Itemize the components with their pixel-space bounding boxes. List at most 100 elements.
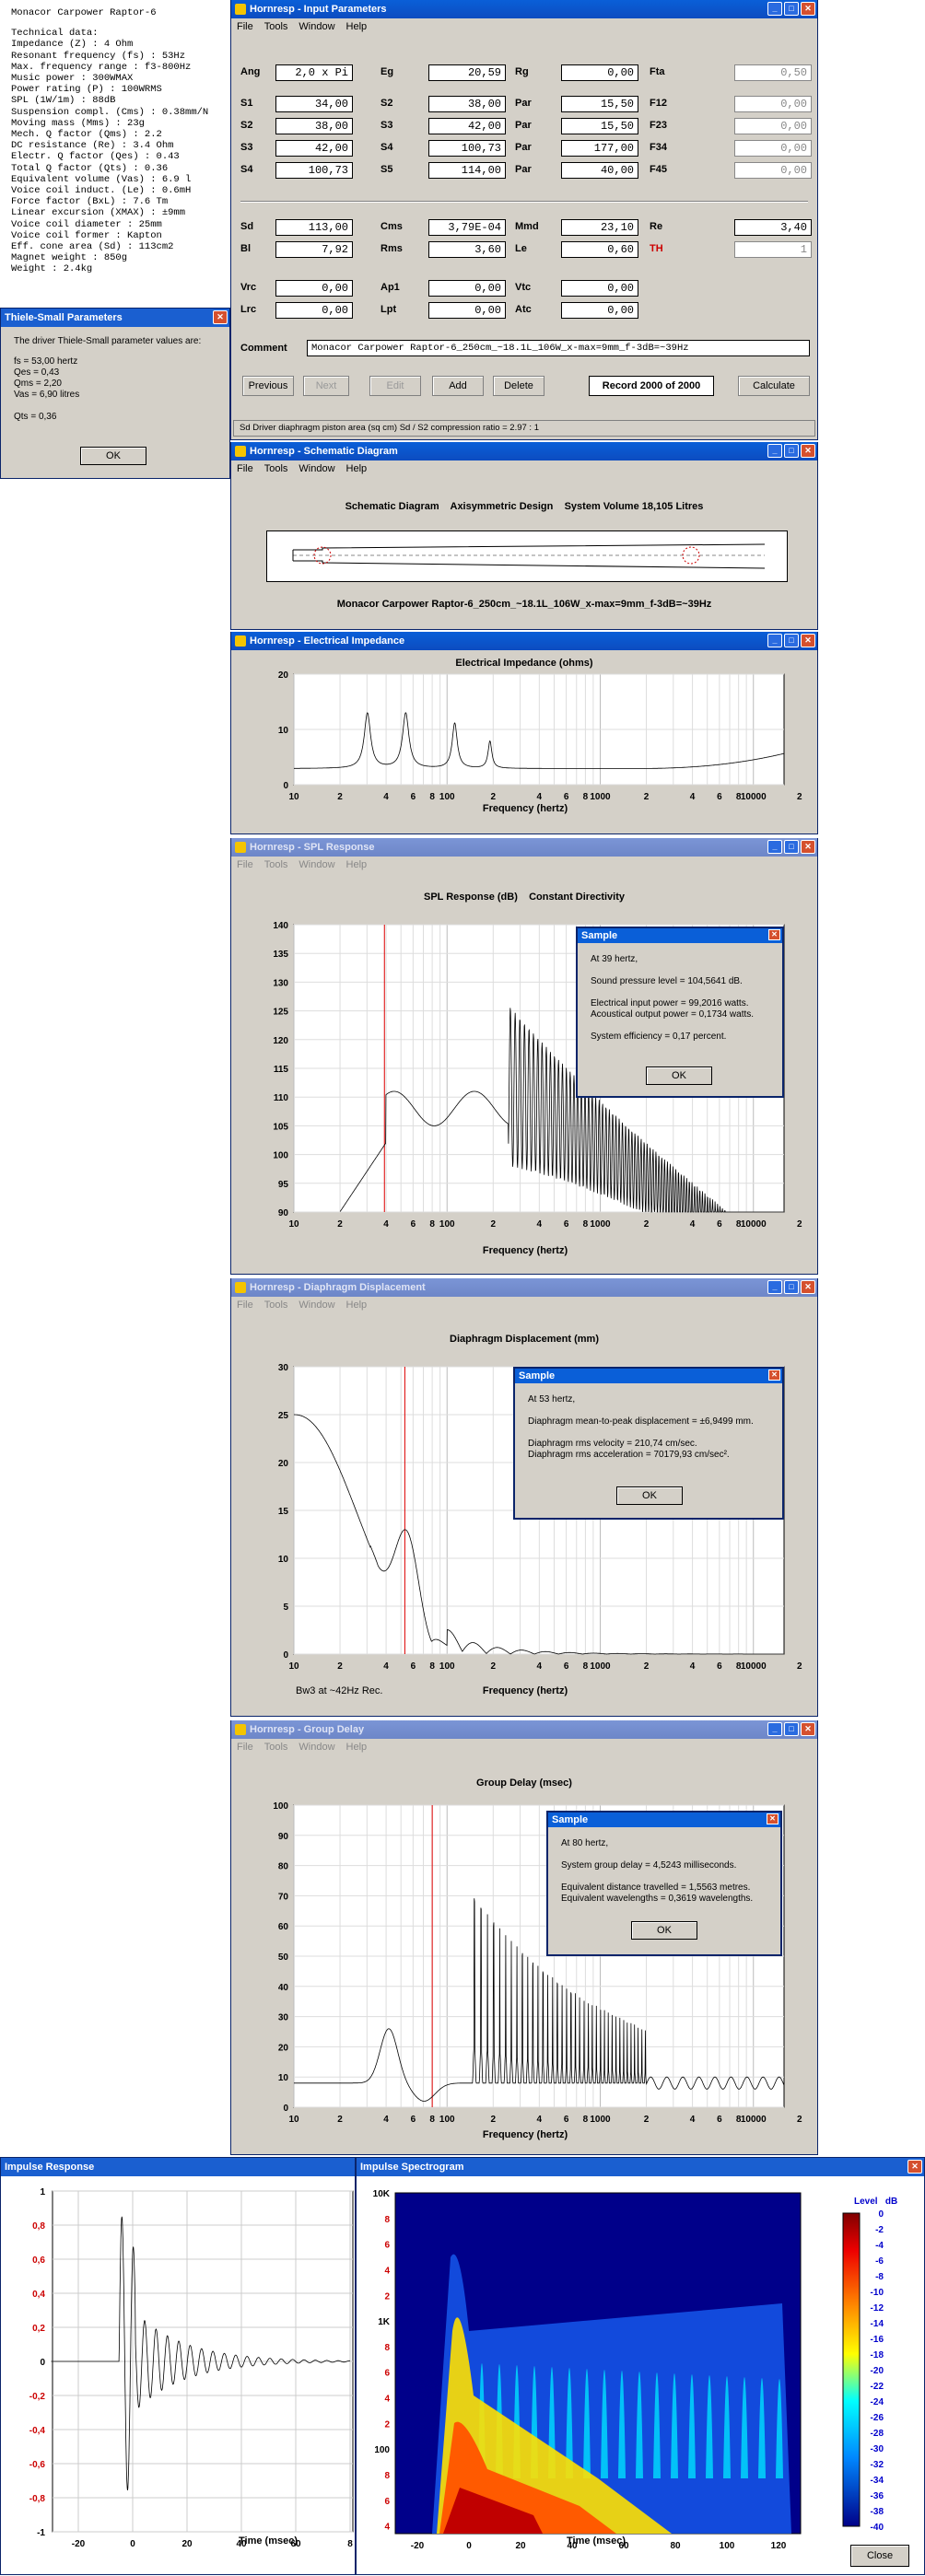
param-field[interactable]: 23,10 xyxy=(561,219,638,236)
param-field[interactable]: 0,50 xyxy=(734,64,812,81)
spectro-close-button[interactable]: Close xyxy=(850,2545,909,2567)
impulse-titlebar[interactable]: Impulse Response xyxy=(1,2158,355,2176)
menu-help[interactable]: Help xyxy=(345,1742,368,1753)
sample-ok-button[interactable]: OK xyxy=(616,1486,683,1505)
close-icon[interactable]: ✕ xyxy=(907,2160,922,2174)
param-field[interactable]: 15,50 xyxy=(561,96,638,112)
input-titlebar[interactable]: Hornresp - Input Parameters _ □ ✕ xyxy=(231,0,817,18)
param-field[interactable]: 113,00 xyxy=(275,219,353,236)
param-field[interactable]: 100,73 xyxy=(428,140,506,157)
gd-titlebar[interactable]: Hornresp - Group Delay _ □ ✕ xyxy=(231,1720,817,1739)
previous-button[interactable]: Previous xyxy=(242,376,294,396)
minimize-icon[interactable]: _ xyxy=(767,444,782,458)
close-icon[interactable]: ✕ xyxy=(801,1722,815,1736)
close-icon[interactable]: ✕ xyxy=(801,2,815,16)
maximize-icon[interactable]: □ xyxy=(784,1280,799,1294)
maximize-icon[interactable]: □ xyxy=(784,1722,799,1736)
param-field[interactable]: 3,60 xyxy=(428,241,506,258)
delete-button[interactable]: Delete xyxy=(493,376,544,396)
menu-help[interactable]: Help xyxy=(345,859,368,870)
param-field[interactable]: 42,00 xyxy=(428,118,506,134)
param-field[interactable]: 2,0 x Pi xyxy=(275,64,353,81)
maximize-icon[interactable]: □ xyxy=(784,634,799,647)
sample-ok-button[interactable]: OK xyxy=(631,1921,697,1940)
menu-file[interactable]: File xyxy=(237,1300,253,1311)
param-field[interactable]: 0,00 xyxy=(734,140,812,157)
sample-ok-button[interactable]: OK xyxy=(646,1067,712,1085)
param-field[interactable]: 177,00 xyxy=(561,140,638,157)
param-field[interactable]: 0,00 xyxy=(734,162,812,179)
close-icon[interactable]: ✕ xyxy=(801,444,815,458)
param-field[interactable]: 114,00 xyxy=(428,162,506,179)
minimize-icon[interactable]: _ xyxy=(767,1280,782,1294)
menu-window[interactable]: Window xyxy=(299,1300,335,1311)
close-icon[interactable]: ✕ xyxy=(801,840,815,854)
param-field[interactable]: 0,00 xyxy=(428,302,506,319)
close-icon[interactable]: ✕ xyxy=(768,929,780,940)
menu-help[interactable]: Help xyxy=(345,1300,368,1311)
param-field[interactable]: 0,00 xyxy=(734,96,812,112)
menu-file[interactable]: File xyxy=(237,859,253,870)
ts-titlebar[interactable]: Thiele-Small Parameters ✕ xyxy=(1,309,229,327)
menu-file[interactable]: File xyxy=(237,463,253,474)
maximize-icon[interactable]: □ xyxy=(784,2,799,16)
menu-window[interactable]: Window xyxy=(299,21,335,32)
param-field[interactable]: 34,00 xyxy=(275,96,353,112)
menu-window[interactable]: Window xyxy=(299,463,335,474)
maximize-icon[interactable]: □ xyxy=(784,840,799,854)
param-field[interactable]: 0,60 xyxy=(561,241,638,258)
param-field[interactable]: 0,00 xyxy=(561,64,638,81)
close-icon[interactable]: ✕ xyxy=(801,1280,815,1294)
param-field[interactable]: 0,00 xyxy=(428,280,506,297)
close-icon[interactable]: ✕ xyxy=(213,310,228,324)
impedance-titlebar[interactable]: Hornresp - Electrical Impedance _ □ ✕ xyxy=(231,632,817,650)
next-button[interactable]: Next xyxy=(303,376,349,396)
add-button[interactable]: Add xyxy=(432,376,484,396)
param-field[interactable]: 42,00 xyxy=(275,140,353,157)
menu-file[interactable]: File xyxy=(237,1742,253,1753)
spectro-titlebar[interactable]: Impulse Spectrogram ✕ xyxy=(357,2158,924,2176)
menu-file[interactable]: File xyxy=(237,21,253,32)
close-icon[interactable]: ✕ xyxy=(801,634,815,647)
calculate-button[interactable]: Calculate xyxy=(738,376,810,396)
param-field[interactable]: 20,59 xyxy=(428,64,506,81)
menu-tools[interactable]: Tools xyxy=(263,463,288,474)
minimize-icon[interactable]: _ xyxy=(767,1722,782,1736)
minimize-icon[interactable]: _ xyxy=(767,634,782,647)
minimize-icon[interactable]: _ xyxy=(767,2,782,16)
close-icon[interactable]: ✕ xyxy=(767,1813,779,1824)
ts-ok-button[interactable]: OK xyxy=(80,447,146,465)
menu-window[interactable]: Window xyxy=(299,1742,335,1753)
menu-tools[interactable]: Tools xyxy=(263,1300,288,1311)
maximize-icon[interactable]: □ xyxy=(784,444,799,458)
param-field[interactable]: 100,73 xyxy=(275,162,353,179)
menu-help[interactable]: Help xyxy=(345,463,368,474)
menu-tools[interactable]: Tools xyxy=(263,859,288,870)
param-field[interactable]: 1 xyxy=(734,241,812,258)
param-field[interactable]: 0,00 xyxy=(561,302,638,319)
comment-field[interactable]: Monacor Carpower Raptor-6_250cm_~18.1L_1… xyxy=(307,340,810,356)
y-tick-label: 40 xyxy=(278,1983,289,1993)
param-field[interactable]: 38,00 xyxy=(428,96,506,112)
param-field[interactable]: 40,00 xyxy=(561,162,638,179)
param-field[interactable]: 3,79E-04 xyxy=(428,219,506,236)
param-field[interactable]: 0,00 xyxy=(275,302,353,319)
menu-tools[interactable]: Tools xyxy=(263,1742,288,1753)
menu-help[interactable]: Help xyxy=(345,21,368,32)
y-tick-label: 70 xyxy=(278,1892,289,1902)
param-field[interactable]: 0,00 xyxy=(734,118,812,134)
spl-titlebar[interactable]: Hornresp - SPL Response _ □ ✕ xyxy=(231,838,817,857)
param-field[interactable]: 7,92 xyxy=(275,241,353,258)
menu-window[interactable]: Window xyxy=(299,859,335,870)
close-icon[interactable]: ✕ xyxy=(768,1370,780,1381)
param-field[interactable]: 38,00 xyxy=(275,118,353,134)
param-field[interactable]: 3,40 xyxy=(734,219,812,236)
param-field[interactable]: 0,00 xyxy=(275,280,353,297)
disp-titlebar[interactable]: Hornresp - Diaphragm Displacement _ □ ✕ xyxy=(231,1278,817,1297)
param-field[interactable]: 0,00 xyxy=(561,280,638,297)
param-field[interactable]: 15,50 xyxy=(561,118,638,134)
menu-tools[interactable]: Tools xyxy=(263,21,288,32)
edit-button[interactable]: Edit xyxy=(369,376,421,396)
schematic-titlebar[interactable]: Hornresp - Schematic Diagram _ □ ✕ xyxy=(231,442,817,460)
minimize-icon[interactable]: _ xyxy=(767,840,782,854)
